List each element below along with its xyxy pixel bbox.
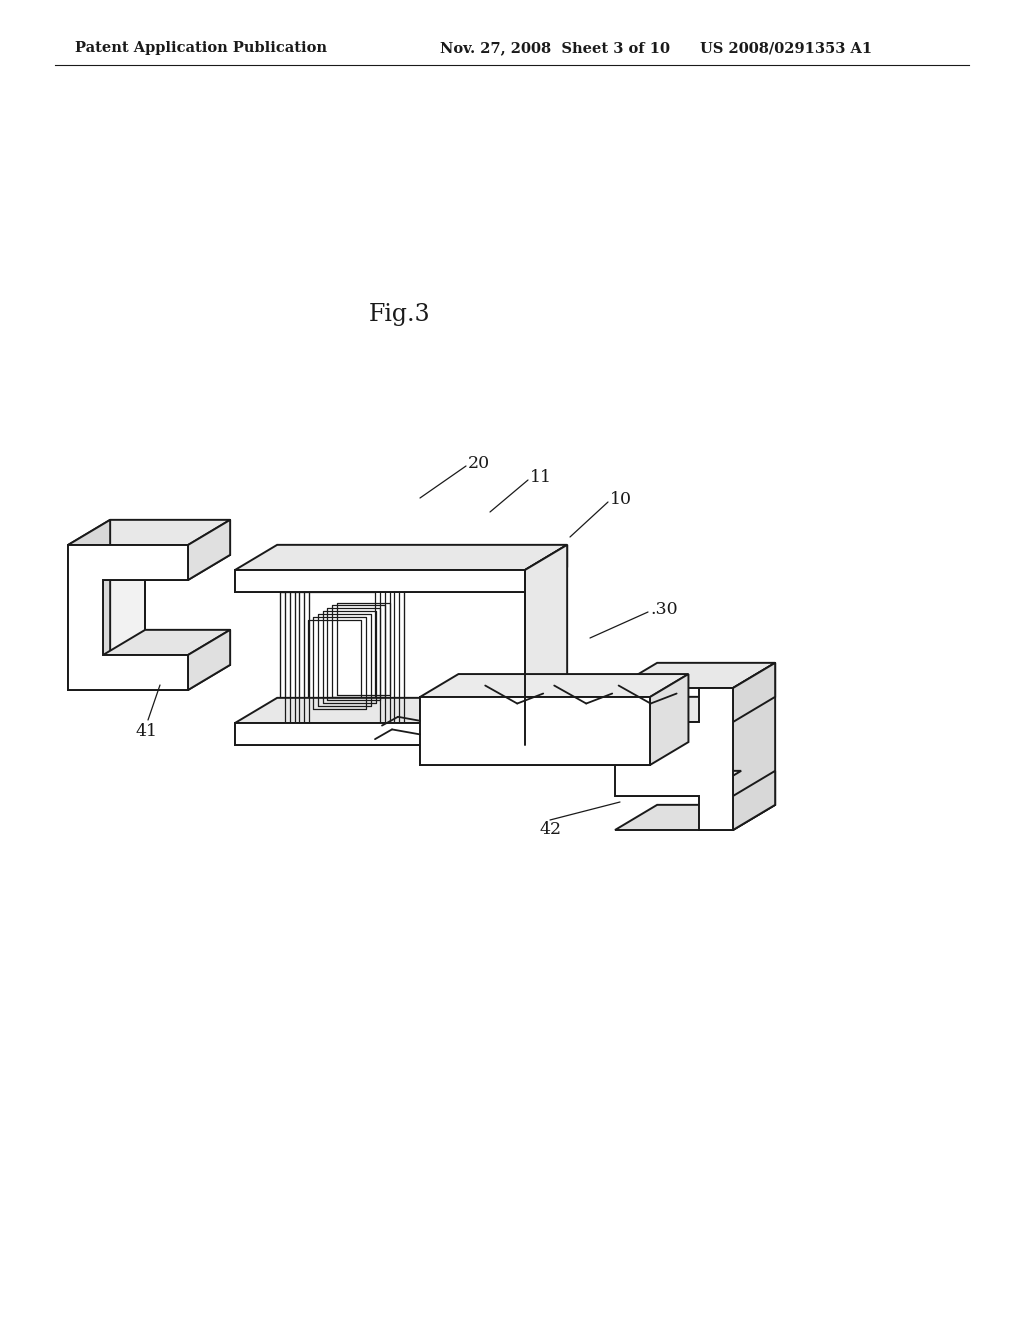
Text: .30: .30 <box>650 602 678 619</box>
Polygon shape <box>68 520 230 545</box>
Polygon shape <box>420 697 650 766</box>
Polygon shape <box>304 574 404 577</box>
Polygon shape <box>68 545 188 690</box>
Text: Fig.3: Fig.3 <box>370 304 431 326</box>
Polygon shape <box>420 697 650 766</box>
Text: 20: 20 <box>468 455 490 473</box>
Polygon shape <box>615 771 741 796</box>
Polygon shape <box>68 520 111 690</box>
Text: US 2008/0291353 A1: US 2008/0291353 A1 <box>700 41 872 55</box>
Polygon shape <box>280 591 375 741</box>
Polygon shape <box>111 520 230 665</box>
Polygon shape <box>615 805 775 830</box>
Polygon shape <box>615 663 775 688</box>
Text: 42: 42 <box>540 821 562 838</box>
Polygon shape <box>234 570 525 591</box>
Polygon shape <box>290 586 385 734</box>
Polygon shape <box>285 589 380 737</box>
Polygon shape <box>299 577 399 581</box>
Polygon shape <box>525 545 567 591</box>
Polygon shape <box>280 589 380 591</box>
Polygon shape <box>657 663 775 805</box>
Polygon shape <box>68 665 230 690</box>
Text: Patent Application Publication: Patent Application Publication <box>75 41 327 55</box>
Polygon shape <box>68 545 188 690</box>
Polygon shape <box>285 586 385 589</box>
Polygon shape <box>103 630 230 655</box>
Polygon shape <box>234 570 525 591</box>
Polygon shape <box>299 581 394 729</box>
Polygon shape <box>733 771 775 830</box>
Polygon shape <box>103 554 230 579</box>
Polygon shape <box>733 663 775 830</box>
Polygon shape <box>234 545 567 570</box>
Polygon shape <box>525 545 567 744</box>
Polygon shape <box>295 581 394 583</box>
Polygon shape <box>188 630 230 690</box>
Text: 10: 10 <box>610 491 632 508</box>
Text: 41: 41 <box>136 723 158 741</box>
Polygon shape <box>525 698 567 744</box>
Polygon shape <box>304 577 399 726</box>
Polygon shape <box>309 574 404 722</box>
Text: Nov. 27, 2008  Sheet 3 of 10: Nov. 27, 2008 Sheet 3 of 10 <box>440 41 670 55</box>
Polygon shape <box>420 675 688 697</box>
Text: 11: 11 <box>530 470 552 487</box>
Polygon shape <box>615 688 733 830</box>
Polygon shape <box>234 723 525 744</box>
Polygon shape <box>295 583 389 731</box>
Polygon shape <box>733 663 775 722</box>
Polygon shape <box>615 697 741 722</box>
Polygon shape <box>234 698 567 723</box>
Polygon shape <box>650 675 688 766</box>
Polygon shape <box>188 520 230 579</box>
Polygon shape <box>290 583 389 586</box>
Polygon shape <box>234 723 525 744</box>
